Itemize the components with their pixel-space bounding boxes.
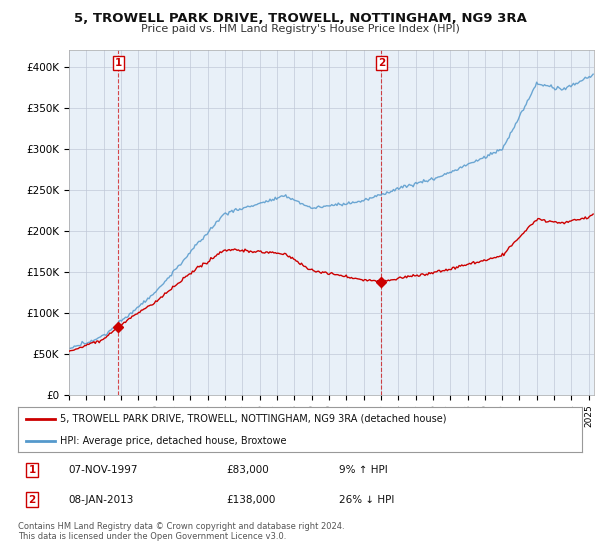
Text: HPI: Average price, detached house, Broxtowe: HPI: Average price, detached house, Brox… [60,436,287,446]
Text: 9% ↑ HPI: 9% ↑ HPI [340,465,388,475]
Text: 08-JAN-2013: 08-JAN-2013 [69,494,134,505]
Text: Contains HM Land Registry data © Crown copyright and database right 2024.
This d: Contains HM Land Registry data © Crown c… [18,522,344,542]
Text: Price paid vs. HM Land Registry's House Price Index (HPI): Price paid vs. HM Land Registry's House … [140,24,460,34]
Text: £83,000: £83,000 [227,465,269,475]
Text: 07-NOV-1997: 07-NOV-1997 [69,465,138,475]
Text: 5, TROWELL PARK DRIVE, TROWELL, NOTTINGHAM, NG9 3RA: 5, TROWELL PARK DRIVE, TROWELL, NOTTINGH… [74,12,526,25]
Text: 5, TROWELL PARK DRIVE, TROWELL, NOTTINGHAM, NG9 3RA (detached house): 5, TROWELL PARK DRIVE, TROWELL, NOTTINGH… [60,414,447,424]
Text: 2: 2 [378,58,385,68]
Text: 1: 1 [28,465,36,475]
Text: 1: 1 [115,58,122,68]
Text: 2: 2 [28,494,36,505]
Text: 26% ↓ HPI: 26% ↓ HPI [340,494,395,505]
Text: £138,000: £138,000 [227,494,276,505]
